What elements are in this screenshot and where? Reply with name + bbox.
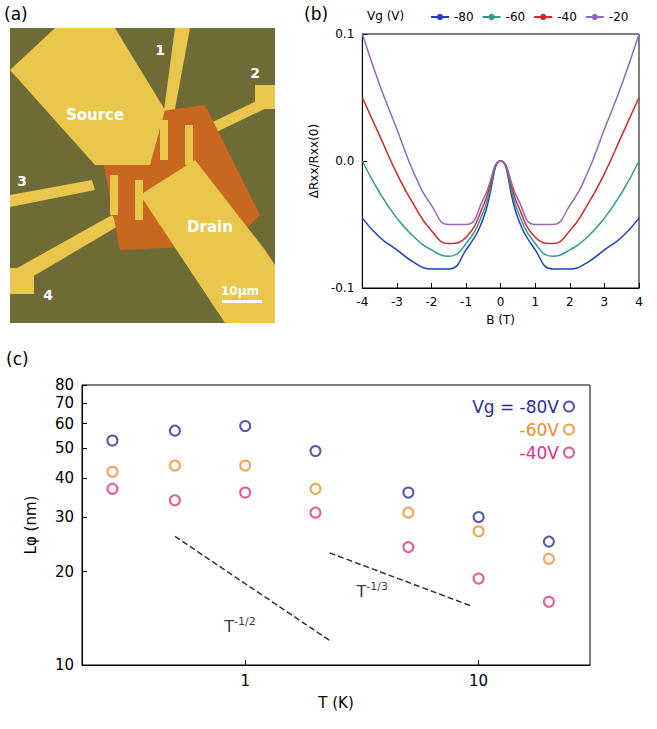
svg-text:1: 1: [240, 672, 250, 690]
svg-text:-1/2: -1/2: [234, 615, 256, 628]
html-text:(a): (a): [4, 4, 28, 24]
svg-text:-80: -80: [454, 10, 474, 24]
svg-text:-40V: -40V: [520, 443, 560, 463]
svg-text:-3: -3: [391, 295, 403, 309]
svg-text:10μm: 10μm: [221, 284, 259, 298]
svg-text:T: T: [355, 582, 366, 601]
svg-text:T (K): T (K): [317, 694, 353, 712]
svg-text:1: 1: [155, 42, 165, 58]
svg-text:10: 10: [55, 656, 74, 674]
svg-text:3: 3: [601, 295, 609, 309]
svg-text:Vg = -80V: Vg = -80V: [472, 397, 559, 417]
svg-text:10: 10: [469, 672, 488, 690]
svg-text:30: 30: [55, 508, 74, 526]
html-text:(c): (c): [6, 349, 29, 369]
svg-text:2: 2: [250, 65, 260, 81]
svg-text:-60: -60: [506, 10, 526, 24]
svg-text:-1/3: -1/3: [366, 580, 388, 593]
svg-text:-0.1: -0.1: [331, 281, 354, 295]
html-text:(b): (b): [304, 4, 329, 24]
svg-text:4: 4: [635, 295, 643, 309]
svg-text:Vg (V): Vg (V): [367, 9, 404, 23]
svg-text:20: 20: [55, 563, 74, 581]
svg-text:-4: -4: [356, 295, 368, 309]
svg-text:T: T: [223, 617, 234, 636]
svg-text:4: 4: [43, 287, 53, 303]
svg-text:70: 70: [55, 394, 74, 412]
svg-text:Lφ (nm): Lφ (nm): [22, 496, 40, 555]
svg-text:-60V: -60V: [520, 420, 560, 440]
svg-text:60: 60: [55, 415, 74, 433]
svg-text:-1: -1: [460, 295, 472, 309]
svg-text:ΔRxx/Rxx(0): ΔRxx/Rxx(0): [307, 124, 321, 198]
svg-text:B (T): B (T): [486, 313, 515, 327]
svg-text:40: 40: [55, 469, 74, 487]
svg-text:Drain: Drain: [187, 218, 233, 236]
svg-text:2: 2: [566, 295, 574, 309]
svg-text:0: 0: [497, 295, 505, 309]
svg-text:50: 50: [55, 439, 74, 457]
svg-text:0.0: 0.0: [335, 154, 354, 168]
svg-text:80: 80: [55, 376, 74, 394]
svg-text:-20: -20: [609, 10, 629, 24]
svg-text:-40: -40: [557, 10, 577, 24]
svg-text:3: 3: [17, 173, 27, 189]
svg-text:Source: Source: [66, 106, 124, 124]
svg-text:-2: -2: [426, 295, 438, 309]
svg-text:1: 1: [531, 295, 539, 309]
svg-text:0.1: 0.1: [335, 27, 354, 41]
